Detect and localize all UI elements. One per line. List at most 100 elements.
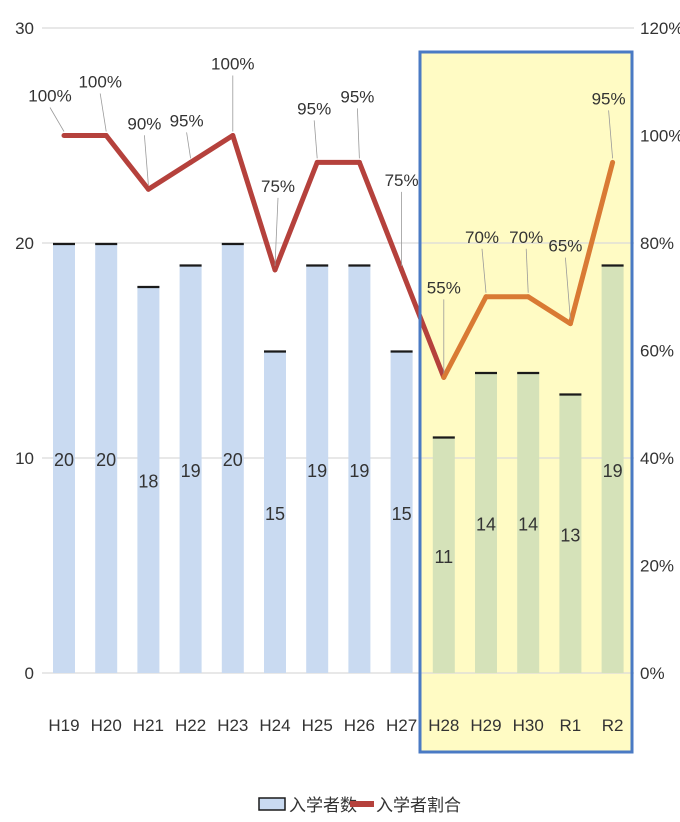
leader-line (144, 135, 149, 186)
line-segment (188, 133, 236, 165)
category-axis: H19 H20 H21 H22 H23 H24 H25 H26 H27 H28 H29 H30 R1 R2 (48, 716, 623, 735)
bar (601, 264, 624, 673)
bar-value-label: 14 (518, 515, 538, 535)
left-tick-label: 0 (25, 664, 34, 683)
line-series (61, 133, 616, 380)
bar-value-label: 18 (138, 472, 158, 492)
bar (348, 264, 371, 673)
left-tick-label: 20 (15, 234, 34, 253)
right-tick-label: 0% (640, 664, 665, 683)
category-label: H21 (133, 716, 164, 735)
bar-value-label: 19 (307, 461, 327, 481)
leader-line (186, 132, 191, 159)
line-value-label: 75% (261, 177, 295, 196)
highlight-border (418, 50, 634, 754)
category-label: H26 (344, 716, 375, 735)
bar-value-label: 13 (560, 525, 580, 545)
line-value-label: 75% (385, 171, 419, 190)
bar (306, 264, 329, 673)
leader-line (565, 257, 571, 320)
legend: 入学者数 入学者割合 (258, 796, 461, 815)
bar-series (53, 242, 624, 673)
category-label: R1 (560, 716, 582, 735)
bar-value-label: 20 (96, 450, 116, 470)
bar-value-label: 11 (434, 547, 453, 567)
leader-line (313, 120, 318, 159)
leader-line (357, 108, 360, 159)
line-value-label: 65% (548, 237, 582, 256)
leader-line (525, 248, 529, 293)
bar (179, 264, 202, 673)
category-label: H19 (48, 716, 79, 735)
bar (432, 436, 455, 673)
bar-value-label: 15 (392, 504, 412, 524)
line-data-labels: 100% 100% 90% 95% 100% 75% 95% 95% 75% 55% 70% 70% 6… (28, 55, 626, 374)
highlight-outline (418, 50, 634, 754)
bar-value-label: 20 (54, 450, 74, 470)
left-tick-label: 30 (15, 19, 34, 38)
line-value-label: 100% (28, 87, 71, 106)
category-label: H20 (91, 716, 122, 735)
right-tick-label: 100% (640, 127, 680, 146)
bar-value-label: 15 (265, 504, 285, 524)
bar-value-label: 19 (603, 461, 623, 481)
line-segment (441, 294, 489, 380)
line-segment (356, 159, 405, 273)
line-value-label: 95% (297, 99, 331, 118)
leader-line (274, 197, 279, 266)
bar-value-label: 20 (223, 450, 243, 470)
bar-value-label: 19 (181, 461, 201, 481)
category-label: H24 (259, 716, 290, 735)
line-segment (230, 133, 278, 273)
right-tick-label: 60% (640, 342, 674, 361)
legend-bar-label: 入学者数 (289, 796, 357, 815)
leader-line (99, 93, 107, 132)
line-segment (567, 159, 616, 327)
bar-value-label: 14 (476, 515, 496, 535)
bar (517, 372, 540, 673)
line-value-label: 95% (170, 111, 204, 130)
category-label: H30 (513, 716, 544, 735)
line-value-label: 90% (127, 114, 161, 133)
category-label: H23 (217, 716, 248, 735)
bar (264, 350, 286, 673)
line-value-label: 95% (340, 87, 374, 106)
category-label: H25 (302, 716, 333, 735)
line-value-label: 55% (427, 278, 461, 297)
category-label: H27 (386, 716, 417, 735)
legend-bar-swatch (258, 797, 286, 811)
category-label: H29 (470, 716, 501, 735)
line-segment (145, 159, 194, 192)
bar (221, 243, 244, 673)
line-segment (525, 294, 573, 327)
line-segment (399, 267, 447, 380)
legend-line-label: 入学者割合 (376, 796, 461, 815)
left-axis: 0 10 20 30 (15, 19, 34, 683)
line-value-label: 70% (509, 228, 543, 247)
line-value-label: 100% (211, 55, 254, 74)
left-tick-label: 10 (15, 449, 34, 468)
right-tick-label: 80% (640, 234, 674, 253)
bar (475, 372, 497, 673)
leader-line (481, 248, 487, 293)
right-tick-label: 40% (640, 449, 674, 468)
category-label: H28 (428, 716, 459, 735)
bar (95, 243, 118, 673)
bar (390, 350, 413, 673)
leader-line (608, 110, 613, 159)
bar (53, 243, 75, 673)
line-value-label: 95% (592, 89, 626, 108)
line-segment (103, 133, 151, 192)
bar-value-label: 19 (349, 461, 369, 481)
leader-line (49, 107, 65, 132)
category-label: H22 (175, 716, 206, 735)
right-tick-label: 20% (640, 557, 674, 576)
line-value-label: 100% (78, 73, 121, 92)
bar (559, 393, 582, 673)
category-label: R2 (602, 716, 624, 735)
line-value-label: 70% (465, 228, 499, 247)
right-tick-label: 120% (640, 19, 680, 38)
bar-data-labels: 20 20 18 19 20 15 19 19 15 11 14 14 13 19 (54, 450, 623, 567)
line-segment (272, 159, 320, 273)
